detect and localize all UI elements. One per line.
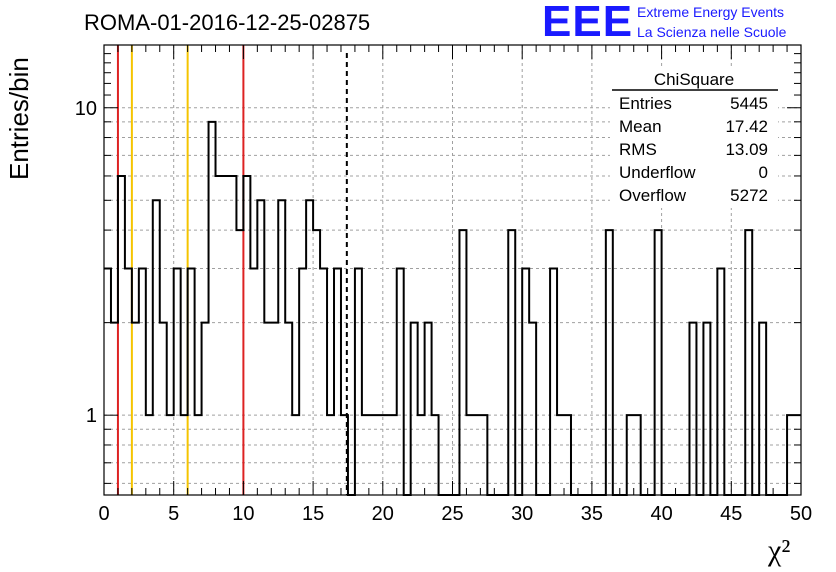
- stats-value: 0: [759, 163, 768, 182]
- stats-box: ChiSquare Entries 5445 Mean 17.42 RMS 13.09 Und…: [610, 66, 778, 208]
- stats-value: 17.42: [725, 117, 768, 136]
- stats-label: RMS: [619, 140, 657, 159]
- x-tick-label: 40: [650, 503, 672, 525]
- stats-value: 5445: [730, 94, 768, 113]
- x-tick-label: 35: [581, 503, 603, 525]
- stats-label: Underflow: [619, 163, 696, 182]
- x-tick-label: 5: [168, 503, 179, 525]
- stats-title: ChiSquare: [654, 70, 734, 89]
- x-tick-label: 45: [720, 503, 742, 525]
- y-tick-label: 1: [86, 405, 97, 427]
- x-tick-label: 25: [441, 503, 463, 525]
- chart-title: ROMA-01-2016-12-25-02875: [84, 10, 371, 35]
- x-tick-label: 15: [302, 503, 324, 525]
- axis-ticks: 0 5 10 15 20 25 30 35 40 45 50 1 10: [75, 44, 812, 525]
- stats-value: 13.09: [725, 140, 768, 159]
- x-tick-label: 20: [372, 503, 394, 525]
- stats-label: Entries: [619, 94, 672, 113]
- y-tick-label: 10: [75, 98, 97, 120]
- x-tick-label: 0: [98, 503, 109, 525]
- eee-logo: EEE: [542, 0, 634, 46]
- logo-line-2: La Scienza nelle Scuole: [637, 24, 787, 40]
- x-tick-label: 50: [790, 503, 812, 525]
- stats-label: Overflow: [619, 186, 687, 205]
- x-tick-label: 30: [511, 503, 533, 525]
- stats-value: 5272: [730, 186, 768, 205]
- logo-line-1: Extreme Energy Events: [637, 4, 785, 20]
- stats-label: Mean: [619, 117, 662, 136]
- x-axis-label: χ²: [768, 534, 791, 567]
- x-tick-label: 10: [232, 503, 254, 525]
